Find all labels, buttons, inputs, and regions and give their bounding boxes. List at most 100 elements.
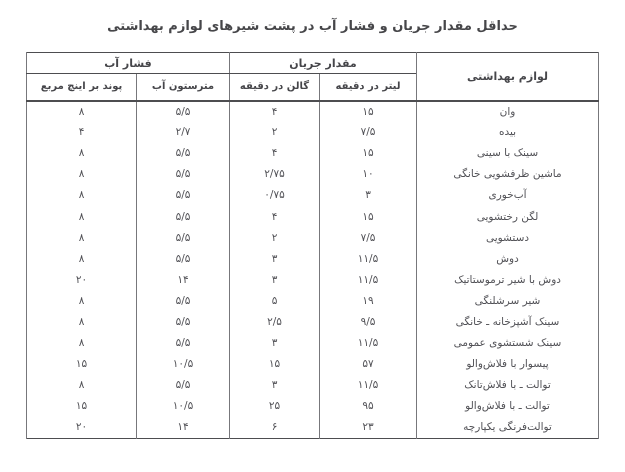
- meters-water-column-cell: ۵/۵: [136, 227, 231, 249]
- psi-cell: ۸: [25, 332, 138, 354]
- fixture-name-cell: شیر سرشلنگی: [416, 290, 600, 312]
- fixture-name-cell: دوش: [416, 248, 600, 270]
- fixture-name-cell: وان: [416, 100, 600, 122]
- psi-cell: ۸: [25, 374, 138, 396]
- page-title: حداقل مقدار جریان و فشار آب در پشت شیرها…: [107, 19, 518, 34]
- meters-water-column-cell: ۵/۵: [136, 163, 231, 185]
- gallons-per-minute-cell: ۲: [229, 121, 321, 143]
- meters-water-column-cell: ۵/۵: [136, 184, 231, 206]
- liters-per-minute-cell: ۳: [319, 184, 418, 206]
- table-body: وان ۱۵ ۴ ۵/۵ ۸ بیده ۷/۵ ۲ ۲/۷ ۴ سینک با …: [25, 100, 600, 438]
- gallons-per-minute-cell: ۴: [229, 142, 321, 164]
- fixture-name-cell: پیسوار با فلاش‌والو: [416, 353, 600, 375]
- fixture-name-cell: دوش با شیر ترموستاتیک: [416, 269, 600, 291]
- liters-per-minute-cell: ۱۱/۵: [319, 332, 418, 354]
- gallons-per-minute-cell: ۲۵: [229, 395, 321, 417]
- header-fixtures: لوازم بهداشتی: [416, 52, 600, 102]
- gallons-per-minute-cell: ۲/۷۵: [229, 163, 321, 185]
- meters-water-column-cell: ۵/۵: [136, 205, 231, 228]
- liters-per-minute-cell: ۹/۵: [319, 311, 418, 333]
- fixture-name-cell: سینک آشپزخانه ـ خانگی: [416, 311, 600, 333]
- table-row: سینک شستشوی عمومی ۱۱/۵ ۳ ۵/۵ ۸: [25, 332, 600, 354]
- table-row: شیر سرشلنگی ۱۹ ۵ ۵/۵ ۸: [25, 290, 600, 312]
- table-row: وان ۱۵ ۴ ۵/۵ ۸: [25, 100, 600, 122]
- gallons-per-minute-cell: ۳: [229, 332, 321, 354]
- meters-water-column-cell: ۵/۵: [136, 100, 231, 122]
- liters-per-minute-cell: ۱۵: [319, 142, 418, 164]
- fixture-name-cell: ماشین ظرفشویی خانگی: [416, 163, 600, 185]
- psi-cell: ۴: [25, 121, 138, 143]
- psi-cell: ۸: [25, 205, 138, 228]
- psi-cell: ۱۵: [25, 395, 138, 417]
- table-row: سینک با سینی ۱۵ ۴ ۵/۵ ۸: [25, 142, 600, 164]
- gallons-per-minute-cell: ۴: [229, 205, 321, 228]
- header-liters-per-minute: لیتر در دقیقه: [319, 73, 418, 102]
- psi-cell: ۸: [25, 142, 138, 164]
- table-row: دوش با شیر ترموستاتیک ۱۱/۵ ۳ ۱۴ ۲۰: [25, 269, 600, 291]
- meters-water-column-cell: ۵/۵: [136, 142, 231, 164]
- gallons-per-minute-cell: ۰/۷۵: [229, 184, 321, 206]
- fixture-name-cell: توالت ـ با فلاش‌والو: [416, 395, 600, 417]
- table-row: آب‌خوری ۳ ۰/۷۵ ۵/۵ ۸: [25, 184, 600, 206]
- meters-water-column-cell: ۱۴: [136, 416, 231, 438]
- psi-cell: ۱۵: [25, 353, 138, 375]
- liters-per-minute-cell: ۷/۵: [319, 227, 418, 249]
- header-psi: پوند بر اینچ مربع: [25, 73, 138, 102]
- gallons-per-minute-cell: ۵: [229, 290, 321, 312]
- table-row: سینک آشپزخانه ـ خانگی ۹/۵ ۲/۵ ۵/۵ ۸: [25, 311, 600, 333]
- psi-cell: ۸: [25, 290, 138, 312]
- fixture-name-cell: بیده: [416, 121, 600, 143]
- fixture-name-cell: دستشویی: [416, 227, 600, 249]
- psi-cell: ۸: [25, 227, 138, 249]
- gallons-per-minute-cell: ۲/۵: [229, 311, 321, 333]
- meters-water-column-cell: ۵/۵: [136, 374, 231, 396]
- liters-per-minute-cell: ۷/۵: [319, 121, 418, 143]
- liters-per-minute-cell: ۲۳: [319, 416, 418, 438]
- liters-per-minute-cell: ۱۱/۵: [319, 374, 418, 396]
- table-row: دستشویی ۷/۵ ۲ ۵/۵ ۸: [25, 227, 600, 249]
- psi-cell: ۲۰: [25, 269, 138, 291]
- psi-cell: ۸: [25, 100, 138, 122]
- header-sub-row: لیتر در دقیقه گالن در دقیقه مترستون آب پ…: [25, 73, 599, 102]
- meters-water-column-cell: ۱۴: [136, 269, 231, 291]
- gallons-per-minute-cell: ۳: [229, 374, 321, 396]
- meters-water-column-cell: ۱۰/۵: [136, 353, 231, 375]
- fixture-name-cell: آب‌خوری: [416, 184, 600, 206]
- table-row: پیسوار با فلاش‌والو ۵۷ ۱۵ ۱۰/۵ ۱۵: [25, 353, 600, 375]
- meters-water-column-cell: ۵/۵: [136, 290, 231, 312]
- header-meters-water-column: مترستون آب: [136, 73, 231, 102]
- meters-water-column-cell: ۲/۷: [136, 121, 231, 143]
- table-row: بیده ۷/۵ ۲ ۲/۷ ۴: [25, 121, 600, 143]
- fixtures-table: لوازم بهداشتی مقدار جریان فشار آب لیتر د…: [25, 52, 600, 439]
- meters-water-column-cell: ۵/۵: [136, 332, 231, 354]
- gallons-per-minute-cell: ۳: [229, 269, 321, 291]
- header-flow-group: مقدار جریان: [229, 52, 418, 74]
- fixture-name-cell: توالت‌فرنگی یکپارچه: [416, 416, 600, 438]
- gallons-per-minute-cell: ۱۵: [229, 353, 321, 375]
- psi-cell: ۸: [25, 163, 138, 185]
- liters-per-minute-cell: ۱۱/۵: [319, 248, 418, 270]
- fixture-name-cell: سینک با سینی: [416, 142, 600, 164]
- liters-per-minute-cell: ۱۵: [319, 205, 418, 228]
- table-row: توالت‌فرنگی یکپارچه ۲۳ ۶ ۱۴ ۲۰: [25, 416, 600, 438]
- table-row: لگن رختشویی ۱۵ ۴ ۵/۵ ۸: [25, 205, 600, 228]
- gallons-per-minute-cell: ۳: [229, 248, 321, 270]
- header-pressure-group: فشار آب: [25, 52, 231, 74]
- liters-per-minute-cell: ۱۰: [319, 163, 418, 185]
- liters-per-minute-cell: ۱۵: [319, 100, 418, 122]
- psi-cell: ۸: [25, 184, 138, 206]
- table-row: ماشین ظرفشویی خانگی ۱۰ ۲/۷۵ ۵/۵ ۸: [25, 163, 600, 185]
- liters-per-minute-cell: ۱۱/۵: [319, 269, 418, 291]
- gallons-per-minute-cell: ۲: [229, 227, 321, 249]
- liters-per-minute-cell: ۵۷: [319, 353, 418, 375]
- gallons-per-minute-cell: ۴: [229, 100, 321, 122]
- table-row: دوش ۱۱/۵ ۳ ۵/۵ ۸: [25, 248, 600, 270]
- meters-water-column-cell: ۵/۵: [136, 311, 231, 333]
- meters-water-column-cell: ۱۰/۵: [136, 395, 231, 417]
- table-row: توالت ـ با فلاش‌والو ۹۵ ۲۵ ۱۰/۵ ۱۵: [25, 395, 600, 417]
- psi-cell: ۲۰: [25, 416, 138, 438]
- meters-water-column-cell: ۵/۵: [136, 248, 231, 270]
- psi-cell: ۸: [25, 311, 138, 333]
- psi-cell: ۸: [25, 248, 138, 270]
- header-gallons-per-minute: گالن در دقیقه: [229, 73, 321, 102]
